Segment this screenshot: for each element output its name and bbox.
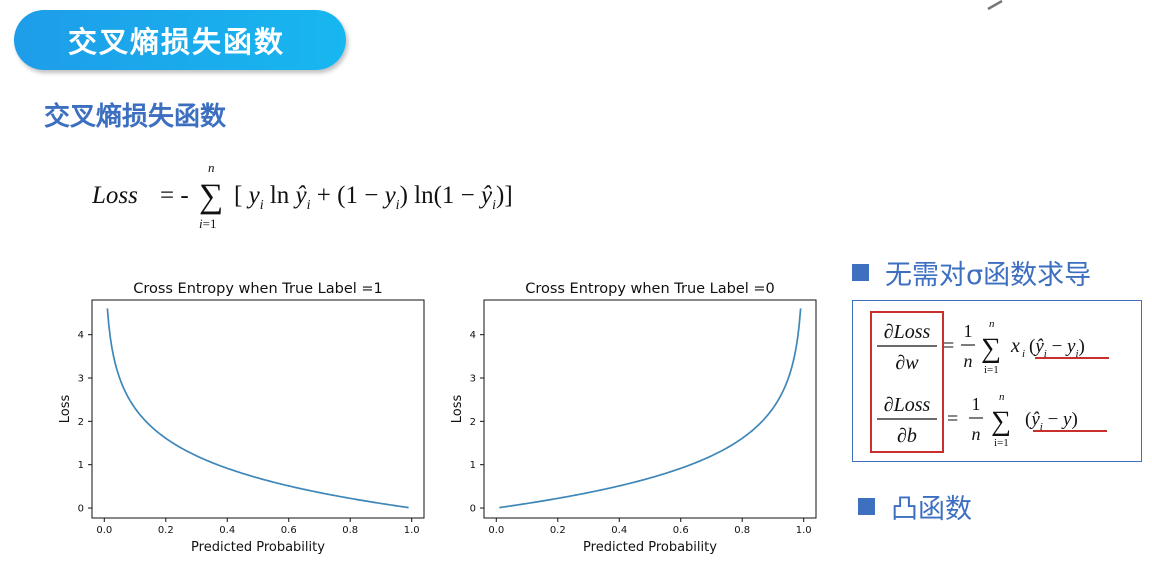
loss-curve (499, 308, 802, 509)
y-tick-label: 4 (78, 330, 84, 341)
loss-curve (106, 308, 409, 509)
corner-arrow-icon (987, 0, 1003, 10)
db-sigma: ∑ (991, 406, 1011, 437)
x-tick-label: 0.4 (611, 525, 627, 536)
chart-title: Cross Entropy when True Label =1 (133, 281, 383, 297)
dw-factor: x (1010, 335, 1020, 357)
plot-frame (483, 299, 817, 519)
svg-text:=: = (943, 335, 954, 357)
bullet-convex-text: 凸函数 (891, 494, 972, 525)
x-axis-label: Predicted Probability (191, 540, 325, 555)
dw-term: (ŷi − yi) (1029, 336, 1085, 360)
x-axis-label: Predicted Probability (583, 540, 717, 555)
x-tick-label: 0.8 (734, 525, 750, 536)
bullet-square-icon (852, 264, 869, 281)
derivative-box: ∂Loss ∂w = 1 n ∑ n i=1 x i (ŷi − yi) ∂Lo… (852, 300, 1142, 462)
bullet-no-derivative-text: 无需对σ函数求导 (885, 260, 1092, 291)
dw-sigma: ∑ (981, 333, 1001, 364)
x-tick-label: 0.2 (550, 525, 566, 536)
x-tick-label: 0.6 (673, 525, 689, 536)
chart-title: Cross Entropy when True Label =0 (525, 281, 775, 297)
y-tick-label: 2 (78, 417, 84, 428)
dw-frac-den: n (964, 351, 973, 371)
y-tick-label: 1 (78, 460, 84, 471)
formula-sum-bottom: i=1 (199, 216, 216, 231)
formula-sum-top: n (208, 160, 215, 175)
y-tick-label: 1 (470, 460, 476, 471)
x-tick-label: 0.4 (219, 525, 235, 536)
highlight-box (870, 311, 944, 453)
db-term: (ŷi − y) (1025, 409, 1078, 433)
dw-factor-sub: i (1022, 348, 1025, 360)
dw-sum-top: n (989, 318, 995, 330)
formula-body: [ yi ln ŷi + (1 − yi) ln(1 − ŷi)] (234, 182, 513, 213)
svg-text:[ yi ln ŷi + (1 − yi) ln(1 − ŷ: [ yi ln ŷi + (1 − yi) ln(1 − ŷi)] (234, 182, 513, 213)
x-tick-label: 0.0 (96, 525, 112, 536)
y-tick-label: 3 (78, 374, 84, 385)
loss-formula: Loss = - ∑ n i=1 [ yi ln ŷi + (1 − yi) l… (92, 160, 513, 231)
y-tick-label: 3 (470, 374, 476, 385)
x-tick-label: 0.2 (158, 525, 174, 536)
db-sum-top: n (999, 391, 1005, 403)
db-numerator: ∂Loss (884, 394, 931, 416)
derivative-formulas: ∂Loss ∂w = 1 n ∑ n i=1 x i (ŷi − yi) ∂Lo… (870, 311, 1109, 453)
x-tick-label: 1.0 (404, 525, 420, 536)
db-frac-num: 1 (972, 394, 981, 414)
dw-frac-num: 1 (964, 321, 973, 341)
x-tick-label: 1.0 (796, 525, 812, 536)
dw-sum-bottom: i=1 (984, 364, 999, 376)
title-banner: 交叉熵损失函数 (14, 10, 346, 70)
dw-numerator: ∂Loss (884, 321, 931, 343)
x-tick-label: 0.6 (281, 525, 297, 536)
formula-loss: Loss (92, 182, 138, 209)
y-axis-label: Loss (58, 395, 73, 424)
bullet-convex: 凸函数 (858, 487, 972, 526)
svg-text:=: = (947, 408, 958, 430)
bullet-square-icon (858, 498, 875, 515)
x-tick-label: 0.0 (488, 525, 504, 536)
dw-denominator: ∂w (895, 352, 919, 374)
y-tick-label: 2 (470, 417, 476, 428)
db-denominator: ∂b (897, 425, 917, 447)
db-sum-bottom: i=1 (994, 437, 1009, 449)
bullet-no-derivative: 无需对σ函数求导 (852, 253, 1091, 292)
y-axis-label: Loss (450, 395, 465, 424)
cross-entropy-label1-chart: Cross Entropy when True Label =1 0.0 0.2 0.… (58, 281, 425, 555)
banner-title: 交叉熵损失函数 (68, 25, 286, 59)
y-tick-label: 0 (78, 504, 84, 515)
cross-entropy-label0-chart: Cross Entropy when True Label =0 0.0 0.2 0.… (450, 281, 817, 555)
plot-frame (91, 299, 425, 519)
formula-sigma: ∑ (199, 178, 223, 215)
formula-equals: = - (160, 182, 189, 209)
x-tick-label: 0.8 (342, 525, 358, 536)
section-subtitle: 交叉熵损失函数 (44, 102, 227, 132)
y-tick-label: 4 (470, 330, 476, 341)
y-tick-label: 0 (470, 504, 476, 515)
db-frac-den: n (972, 424, 981, 444)
